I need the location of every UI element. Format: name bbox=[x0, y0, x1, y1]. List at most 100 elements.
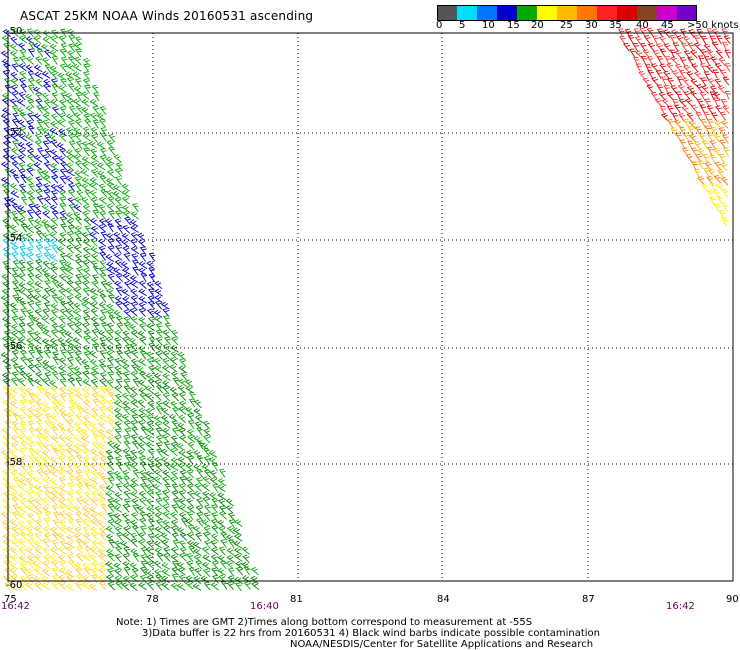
lon-label-75e: 75 bbox=[4, 594, 17, 605]
wind-barb bbox=[75, 469, 83, 479]
wind-barb bbox=[112, 190, 122, 199]
wind-barb bbox=[28, 183, 36, 192]
wind-barb bbox=[74, 475, 83, 485]
wind-barb bbox=[696, 28, 703, 38]
wind-barb bbox=[75, 48, 82, 58]
wind-barb bbox=[34, 301, 42, 311]
wind-barb bbox=[75, 497, 83, 507]
wind-barb bbox=[217, 484, 226, 493]
wind-barb bbox=[123, 309, 132, 318]
wind-barb bbox=[26, 309, 34, 319]
wind-barb bbox=[718, 127, 726, 137]
wind-barb bbox=[123, 546, 131, 556]
wind-barb bbox=[106, 470, 115, 480]
wind-barb bbox=[25, 252, 34, 261]
wind-barb bbox=[81, 386, 91, 395]
wind-barb bbox=[696, 84, 703, 93]
wind-barb bbox=[74, 176, 82, 186]
wind-barb bbox=[707, 78, 715, 87]
wind-barb bbox=[90, 531, 99, 541]
wind-barb bbox=[154, 526, 164, 535]
wind-barb bbox=[27, 463, 34, 473]
wind-barb bbox=[641, 55, 648, 65]
wind-barb bbox=[188, 391, 196, 401]
wind-barb bbox=[656, 84, 664, 94]
wind-barb bbox=[131, 498, 140, 507]
wind-barb bbox=[721, 28, 728, 38]
wind-barb bbox=[241, 561, 250, 570]
wind-barb bbox=[211, 560, 219, 570]
wind-barb bbox=[33, 330, 42, 340]
wind-barb bbox=[107, 419, 115, 429]
wind-barb bbox=[113, 337, 122, 346]
wind-barb bbox=[90, 246, 99, 255]
wind-barb bbox=[57, 72, 67, 81]
wind-barb bbox=[43, 302, 51, 312]
wind-barb bbox=[178, 406, 187, 415]
wind-barb bbox=[73, 56, 82, 66]
wind-barb bbox=[51, 426, 58, 436]
wind-barb bbox=[105, 449, 114, 459]
wind-barb bbox=[34, 140, 43, 149]
wind-barb bbox=[716, 182, 725, 192]
wind-barb bbox=[67, 55, 76, 65]
wind-barb bbox=[123, 420, 131, 430]
wind-barb bbox=[674, 104, 681, 114]
wind-barb bbox=[138, 336, 147, 346]
wind-barb bbox=[714, 78, 722, 88]
wind-barb bbox=[687, 126, 695, 136]
wind-barb bbox=[43, 246, 51, 256]
wind-barb bbox=[81, 196, 90, 206]
wind-barb bbox=[73, 154, 82, 163]
wind-barb bbox=[627, 34, 635, 44]
wind-barb bbox=[130, 246, 140, 255]
wind-barb bbox=[98, 204, 106, 214]
wind-barb bbox=[113, 448, 123, 458]
wind-barb bbox=[242, 554, 250, 564]
wind-barb bbox=[647, 69, 654, 79]
wind-barb bbox=[129, 582, 138, 591]
wind-barb bbox=[92, 119, 100, 129]
wind-barb bbox=[1, 288, 10, 298]
wind-barb bbox=[710, 126, 718, 136]
wind-barb bbox=[667, 118, 674, 128]
wind-barb bbox=[27, 420, 35, 430]
wind-barb bbox=[66, 168, 75, 177]
wind-barb bbox=[676, 35, 684, 44]
wind-barb bbox=[137, 379, 147, 388]
wind-barb bbox=[89, 189, 98, 199]
wind-barb bbox=[108, 210, 115, 220]
wind-barb bbox=[82, 126, 91, 136]
wind-barb bbox=[193, 399, 202, 409]
wind-barb bbox=[623, 42, 630, 52]
wind-barb bbox=[186, 511, 194, 521]
wind-barb bbox=[656, 56, 664, 65]
wind-barb bbox=[11, 105, 19, 115]
wind-barb bbox=[12, 363, 20, 373]
wind-barb bbox=[186, 552, 194, 562]
wind-barb bbox=[12, 140, 19, 150]
wind-barb bbox=[33, 224, 42, 234]
wind-barb bbox=[154, 457, 163, 466]
wind-barb bbox=[138, 323, 147, 332]
wind-barb bbox=[11, 371, 19, 381]
wind-barb bbox=[89, 177, 99, 186]
wind-barb bbox=[20, 223, 28, 233]
wind-barb bbox=[13, 287, 20, 297]
wind-barb bbox=[152, 483, 162, 492]
wind-barb bbox=[42, 407, 51, 416]
wind-barb bbox=[2, 434, 10, 444]
wind-barb bbox=[658, 91, 666, 101]
wind-barb bbox=[108, 133, 116, 143]
wind-barb bbox=[18, 91, 26, 101]
wind-barb bbox=[646, 84, 654, 93]
wind-barb bbox=[36, 119, 44, 129]
wind-barb bbox=[10, 71, 19, 81]
wind-barb bbox=[98, 540, 107, 549]
wind-barb bbox=[35, 259, 43, 268]
wind-barb bbox=[58, 273, 67, 283]
wind-barb bbox=[137, 442, 146, 451]
wind-barb bbox=[132, 469, 140, 479]
wind-barb bbox=[0, 161, 10, 170]
wind-barb bbox=[12, 127, 19, 137]
